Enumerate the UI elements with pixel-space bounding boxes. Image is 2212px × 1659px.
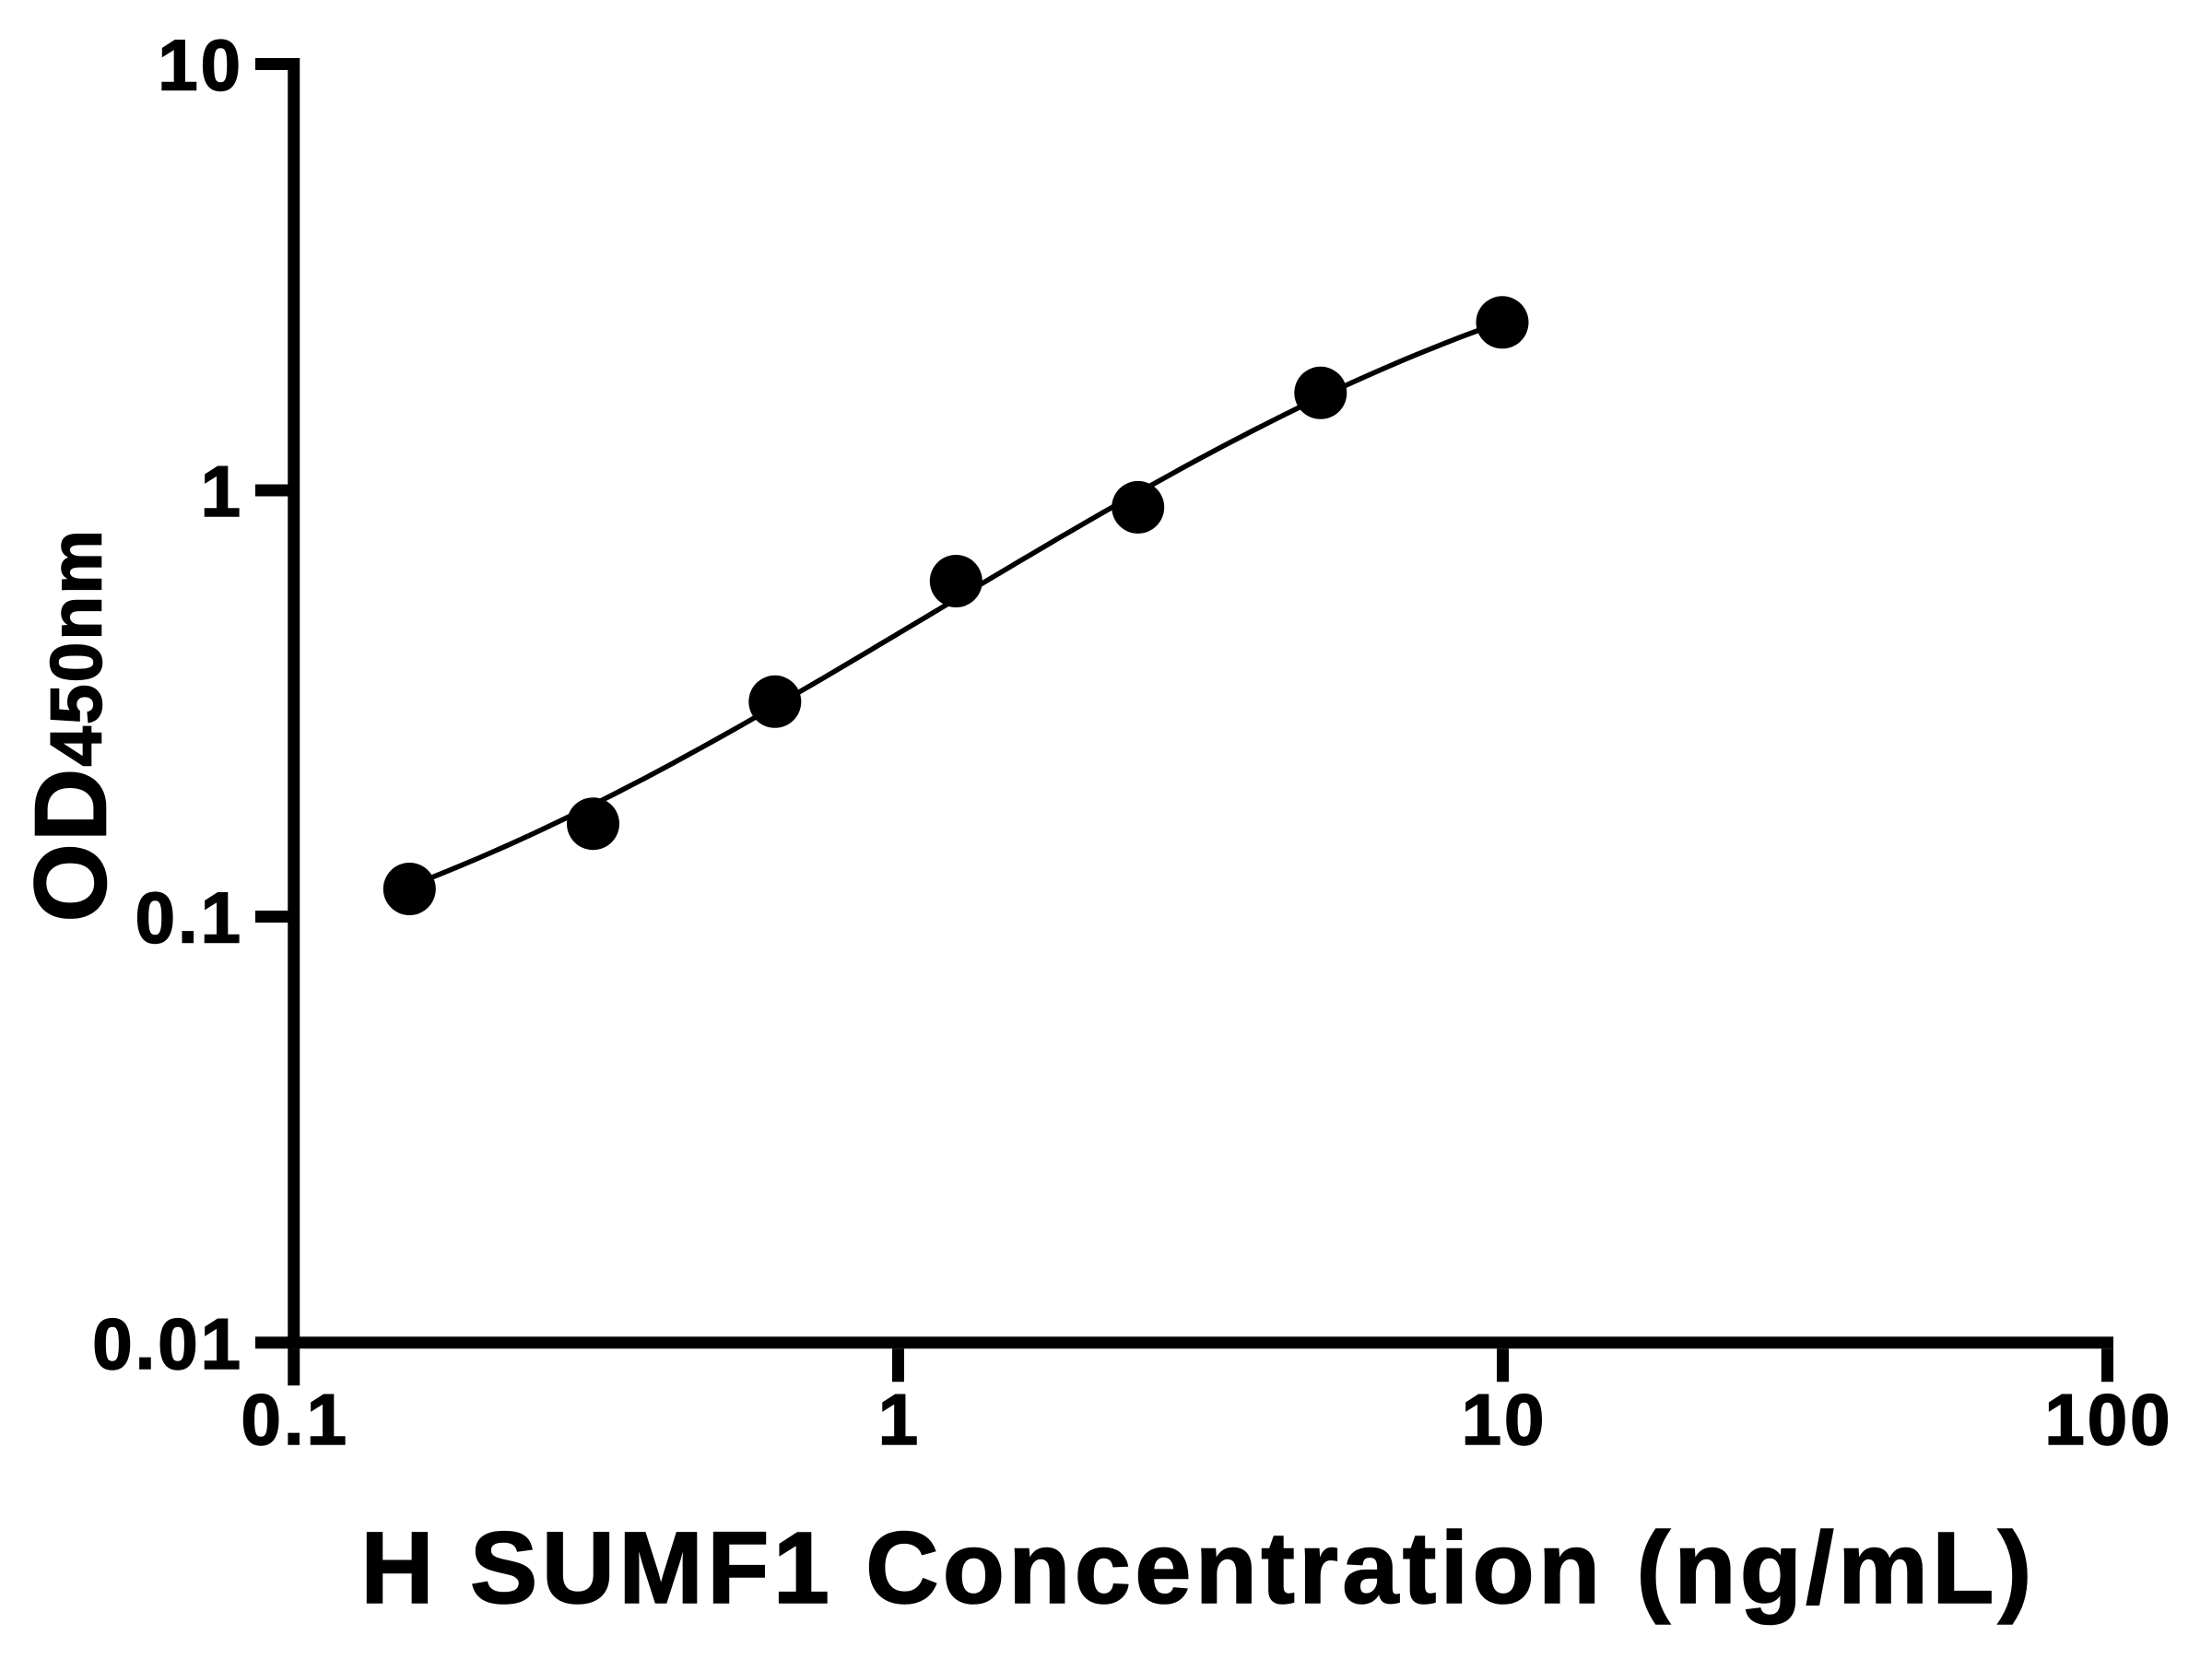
svg-text:10: 10 [1462,1379,1547,1460]
svg-text:0.1: 0.1 [241,1379,349,1460]
svg-text:H SUMF1 Concentration (ng/mL): H SUMF1 Concentration (ng/mL) [360,1512,2035,1625]
svg-text:10: 10 [158,25,243,106]
svg-text:100: 100 [2044,1379,2172,1460]
svg-text:0.1: 0.1 [135,877,243,959]
svg-text:1: 1 [878,1379,921,1460]
svg-text:0.01: 0.01 [92,1303,243,1384]
svg-text:OD450nm: OD450nm [15,528,128,923]
svg-text:1: 1 [201,451,243,532]
